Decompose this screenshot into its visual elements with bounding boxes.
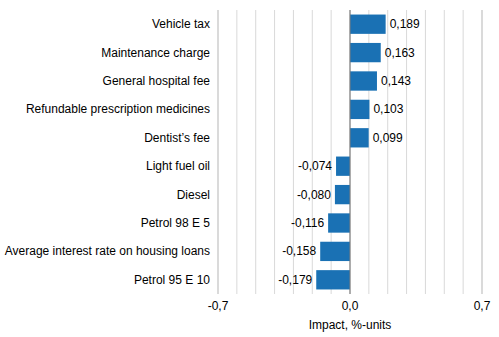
grid-line bbox=[482, 10, 483, 294]
bar bbox=[320, 242, 350, 261]
category-label: Maintenance charge bbox=[101, 46, 210, 60]
data-label: -0,080 bbox=[297, 188, 331, 202]
axis-title: Impact, %-units bbox=[309, 318, 392, 332]
data-label: -0,179 bbox=[278, 273, 312, 287]
tick-label: 0,7 bbox=[474, 299, 491, 313]
minor-grid-line bbox=[444, 10, 445, 294]
bar bbox=[316, 270, 350, 289]
grid bbox=[218, 10, 482, 294]
data-label: 0,103 bbox=[373, 102, 403, 116]
data-label: -0,116 bbox=[291, 216, 324, 230]
data-label: 0,143 bbox=[381, 74, 411, 88]
grid-line bbox=[218, 10, 219, 294]
minor-grid-line bbox=[218, 10, 219, 294]
data-label: -0,158 bbox=[282, 244, 316, 258]
data-label: 0,163 bbox=[385, 46, 415, 60]
minor-grid-line bbox=[236, 10, 237, 294]
bar bbox=[350, 128, 369, 147]
bar bbox=[328, 213, 350, 232]
category-label: General hospital fee bbox=[103, 74, 211, 88]
data-label: 0,189 bbox=[390, 17, 420, 31]
zero-line bbox=[350, 10, 351, 294]
category-label: Petrol 95 E 10 bbox=[134, 273, 210, 287]
data-label: 0,099 bbox=[373, 131, 403, 145]
category-label: Average interest rate on housing loans bbox=[5, 244, 210, 258]
bars bbox=[316, 15, 385, 290]
bar bbox=[350, 71, 377, 90]
bar bbox=[350, 100, 369, 119]
grid-line bbox=[350, 10, 351, 294]
minor-grid-line bbox=[425, 10, 426, 294]
category-label: Light fuel oil bbox=[146, 159, 210, 173]
chart: 0,189 Vehicle tax 0,163 Maintenance charge 0… bbox=[0, 0, 499, 337]
labels: 0,189 Vehicle tax 0,163 Maintenance charge 0… bbox=[5, 17, 420, 287]
bar bbox=[350, 43, 381, 62]
category-label: Diesel bbox=[177, 188, 210, 202]
category-label: Dentist’s fee bbox=[144, 131, 210, 145]
category-label: Vehicle tax bbox=[152, 17, 210, 31]
data-label: -0,074 bbox=[298, 159, 332, 173]
minor-grid-line bbox=[482, 10, 483, 294]
minor-grid-line bbox=[463, 10, 464, 294]
tick-label: 0,0 bbox=[342, 299, 359, 313]
minor-grid-line bbox=[274, 10, 275, 294]
bar bbox=[350, 15, 386, 34]
tick-label: -0,7 bbox=[208, 299, 229, 313]
category-label: Petrol 98 E 5 bbox=[141, 216, 211, 230]
category-label: Refundable prescription medicines bbox=[26, 102, 210, 116]
bar bbox=[335, 185, 350, 204]
bar bbox=[336, 157, 350, 176]
minor-grid-line bbox=[255, 10, 256, 294]
minor-grid-line bbox=[350, 10, 351, 294]
